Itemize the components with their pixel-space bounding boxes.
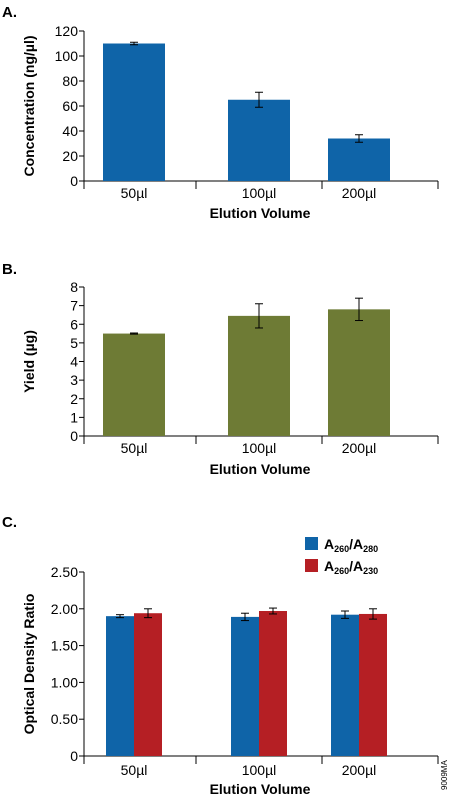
- bar: [228, 99, 290, 181]
- x-tick-label: 200µl: [342, 762, 377, 778]
- x-axis-title: Elution Volume: [210, 205, 311, 221]
- x-tick-label: 50µl: [121, 185, 148, 201]
- legend-swatch: [305, 559, 318, 572]
- bar: [134, 613, 162, 756]
- chart-panel-c: C. 0 0.50 1.00 1.50 2.00 2.50 50µl 100µl 200µl Elu…: [2, 514, 439, 797]
- legend-swatch: [305, 537, 318, 550]
- x-tick-label: 200µl: [342, 185, 377, 201]
- y-tick-label: 20: [62, 148, 78, 164]
- bar: [106, 616, 134, 756]
- figure-code: 9009MA: [440, 760, 449, 790]
- chart-panel-a: A. 0 20 40 60 80 100 120 50µl 100µl 200µl Elution V…: [2, 4, 439, 221]
- legend-entry: A260/A230: [324, 558, 378, 576]
- y-tick-label: 100: [55, 48, 79, 64]
- y-tick-label: 4: [70, 354, 78, 370]
- y-tick-label: 0: [70, 173, 78, 189]
- y-tick-label: 2: [70, 391, 78, 407]
- y-tick-label: 0.50: [51, 711, 78, 727]
- bar: [331, 614, 359, 756]
- panel-label: A.: [2, 4, 17, 21]
- y-tick-label: 5: [70, 335, 78, 351]
- x-axis-title: Elution Volume: [210, 461, 311, 477]
- y-tick-label: 80: [62, 73, 78, 89]
- y-tick-label: 120: [55, 23, 79, 39]
- legend-entry: A260/A280: [324, 536, 378, 554]
- bar: [228, 315, 290, 436]
- y-tick-label: 60: [62, 98, 78, 114]
- x-tick-label: 50µl: [121, 762, 148, 778]
- bar: [103, 43, 165, 181]
- x-tick-label: 50µl: [121, 440, 148, 456]
- x-tick-label: 100µl: [242, 185, 277, 201]
- x-tick-label: 200µl: [342, 440, 377, 456]
- bar: [328, 309, 390, 436]
- y-tick-label: 1.50: [51, 638, 78, 654]
- y-tick-label: 1.00: [51, 674, 78, 690]
- y-tick-label: 2.50: [51, 564, 78, 580]
- y-tick-label: 0: [70, 748, 78, 764]
- y-tick-label: 7: [70, 298, 78, 314]
- bar: [259, 611, 287, 756]
- bar: [328, 138, 390, 181]
- y-tick-label: 0: [70, 428, 78, 444]
- bar: [231, 616, 259, 756]
- panel-label: C.: [2, 514, 17, 531]
- y-axis-title: Optical Density Ratio: [21, 594, 37, 735]
- bar: [103, 333, 165, 436]
- y-axis-title: Yield (µg): [21, 330, 37, 393]
- y-tick-label: 8: [70, 279, 78, 295]
- y-tick-label: 2.00: [51, 601, 78, 617]
- y-tick-label: 3: [70, 372, 78, 388]
- bar: [359, 613, 387, 756]
- x-tick-label: 100µl: [242, 440, 277, 456]
- x-axis-title: Elution Volume: [210, 781, 311, 797]
- y-tick-label: 6: [70, 316, 78, 332]
- chart-panel-b: B. 0 1 2 3 4 5 6 7 8 50µl 100µl 200µl Elution Volume Y…: [2, 261, 439, 477]
- y-tick-label: 40: [62, 123, 78, 139]
- y-tick-label: 1: [70, 409, 78, 425]
- panel-label: B.: [2, 261, 17, 278]
- x-tick-label: 100µl: [242, 762, 277, 778]
- y-axis-title: Concentration (ng/µl): [21, 35, 37, 176]
